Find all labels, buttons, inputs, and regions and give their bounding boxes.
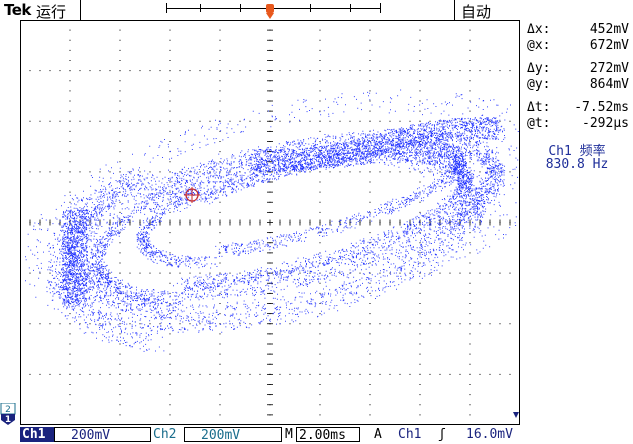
trigger-level[interactable]: 16.0mV [466, 427, 513, 442]
channel-ground-marker[interactable]: 2 1 [0, 403, 18, 425]
ch1-button[interactable]: Ch1 [20, 427, 54, 442]
brand-logo: Tek [4, 1, 31, 19]
readout-at-y: @y: 864mV [527, 77, 629, 92]
status-bar: Tek 运行 自动 [0, 0, 633, 21]
timebase-value[interactable]: 2.00ms [296, 427, 360, 443]
trigger-point-icon [266, 4, 274, 19]
record-tick [240, 4, 241, 12]
timebase-label: M [285, 427, 293, 442]
arrow-down-icon [513, 412, 519, 418]
graticule [20, 20, 520, 425]
ch2-ground-label: 2 [5, 405, 11, 415]
readout-delta-y: Δy: 272mV [527, 61, 629, 76]
cursor-crosshair-icon[interactable] [184, 187, 200, 203]
record-tick [310, 4, 311, 12]
divider [80, 0, 81, 20]
record-tick [350, 4, 351, 12]
run-state: 运行 [36, 3, 67, 21]
trigger-slope-icon[interactable]: ʃ [438, 427, 446, 442]
trigger-label: A [374, 427, 382, 442]
readout-at-t: @t: -292µs [527, 116, 629, 131]
trigger-source[interactable]: Ch1 [398, 427, 422, 442]
ch2-button[interactable]: Ch2 [153, 427, 177, 442]
trigger-mode: 自动 [461, 3, 492, 21]
readout-delta-x: Δx: 452mV [527, 22, 629, 37]
measurement-label: Ch1 频率 [548, 144, 606, 159]
settings-bar: Ch1 200mV Ch2 200mV M 2.00ms A Ch1 ʃ 16.… [0, 425, 633, 444]
readout-delta-t: Δt: -7.52ms [527, 100, 629, 115]
xy-trace [25, 89, 519, 352]
trace-points [25, 89, 519, 352]
xy-display[interactable] [20, 20, 520, 425]
ch2-scale[interactable]: 200mV [184, 427, 282, 443]
ch1-ground-label: 1 [5, 415, 11, 425]
record-bar-right [380, 3, 381, 13]
record-tick [200, 4, 201, 12]
readout-at-x: @x: 672mV [527, 38, 629, 53]
ch1-scale[interactable]: 200mV [54, 427, 151, 443]
divider [454, 0, 455, 20]
measurement-value: 830.8 Hz [545, 157, 609, 172]
